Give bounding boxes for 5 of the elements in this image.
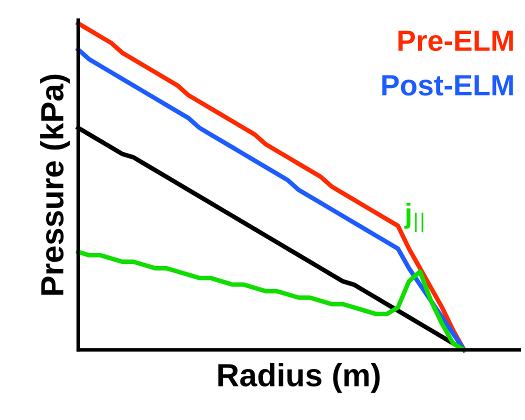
text: Post-ELM [382, 75, 513, 96]
x-axis-title: Radius (m) [218, 363, 380, 393]
y-axis-title: Pressure (kPa) [40, 74, 70, 295]
text: Pre-ELM [398, 30, 513, 52]
series-label: j$_{||}$ [404, 202, 424, 232]
